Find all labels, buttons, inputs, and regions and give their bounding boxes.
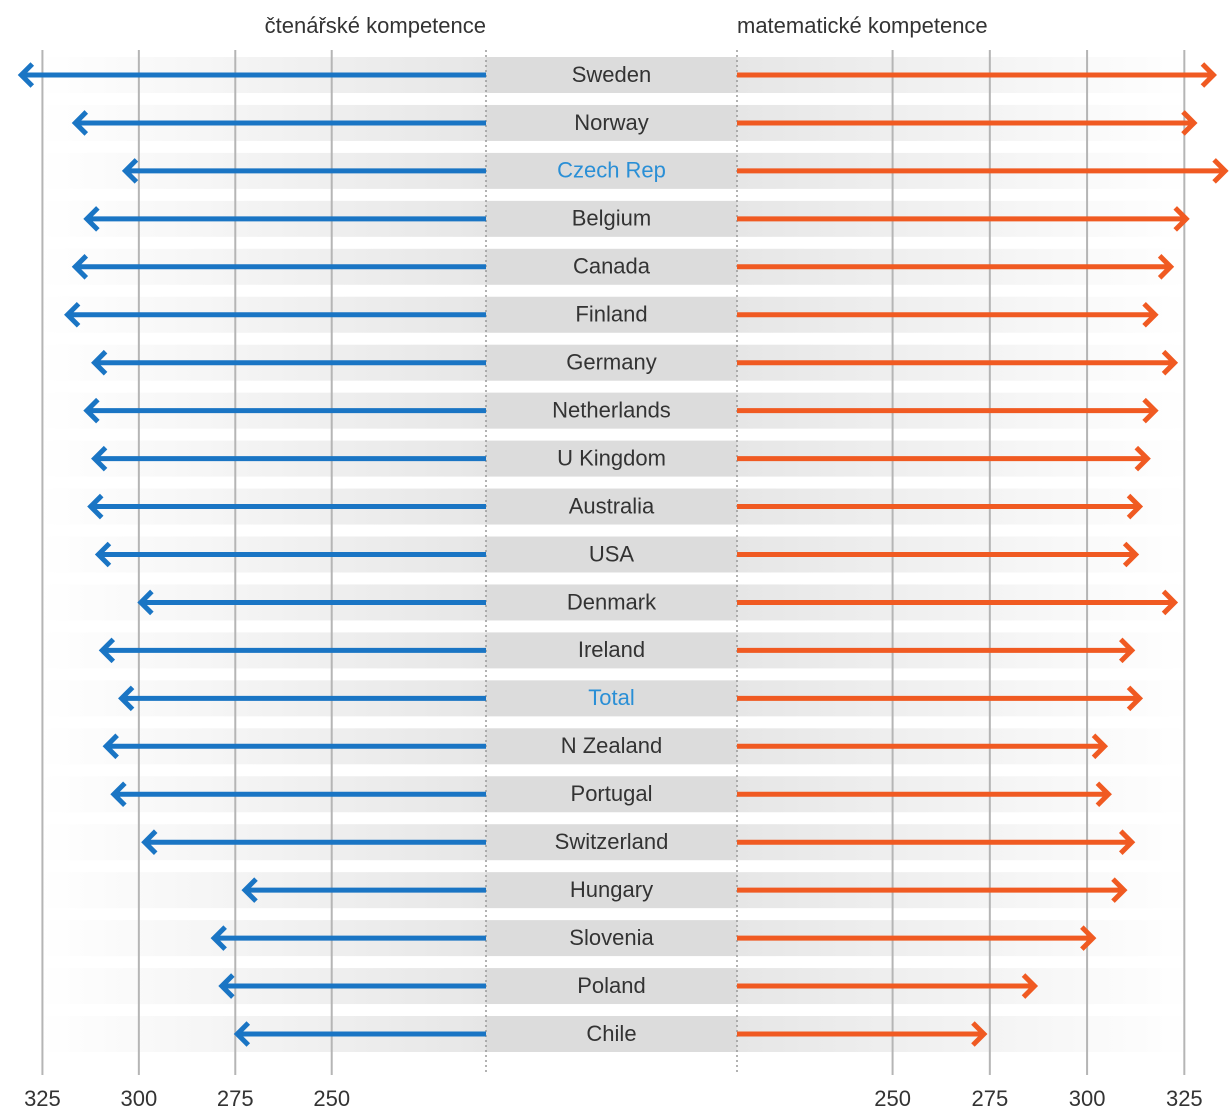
arrow [737, 781, 1112, 808]
marks: Sweden Norway Czech Rep Belgium Canada Finlan… [17, 13, 1229, 1111]
category-label: Germany [566, 350, 656, 375]
label-box [486, 392, 737, 429]
arrow [87, 493, 486, 520]
arrow [737, 1021, 988, 1047]
arrow [737, 829, 1136, 855]
label-box [486, 200, 737, 237]
label-box [486, 824, 737, 861]
arrow [737, 445, 1151, 472]
arrow [94, 541, 486, 568]
label-box [486, 584, 737, 621]
label-box [486, 344, 737, 381]
arrow [121, 158, 486, 184]
category-label: Australia [569, 493, 655, 518]
arrow [102, 733, 486, 760]
arrow [83, 206, 486, 232]
arrow [218, 973, 486, 999]
arrow [737, 397, 1159, 424]
category-label: USA [589, 541, 635, 566]
panel-title: matematické kompetence [737, 13, 988, 38]
category-label: N Zealand [561, 733, 663, 758]
arrow [737, 62, 1217, 88]
arrow [737, 877, 1128, 903]
arrow [98, 637, 486, 664]
category-label: Sweden [572, 62, 652, 87]
arrow [241, 877, 486, 903]
category-label: Norway [574, 110, 649, 135]
label-box [486, 728, 737, 765]
arrow [71, 254, 486, 280]
x-tick-label: 325 [24, 1086, 61, 1111]
category-label: Poland [577, 973, 646, 998]
label-box [486, 104, 737, 141]
category-label: Canada [573, 254, 651, 279]
category-label: Slovenia [569, 925, 654, 950]
arrow [737, 685, 1144, 712]
category-label: U Kingdom [557, 445, 666, 470]
category-label: Finland [575, 302, 647, 327]
label-box [486, 968, 737, 1005]
x-tick-label: 275 [971, 1086, 1008, 1111]
category-label: Czech Rep [557, 158, 666, 183]
arrow [737, 493, 1144, 520]
label-box [486, 920, 737, 957]
arrow [233, 1021, 486, 1047]
arrow [71, 110, 486, 136]
arrow [137, 589, 486, 616]
x-tick-label: 300 [1069, 1086, 1106, 1111]
label-box [486, 1016, 737, 1052]
arrow [737, 733, 1109, 760]
arrow [737, 925, 1097, 951]
x-tick-label: 275 [217, 1086, 254, 1111]
arrow [110, 781, 486, 808]
x-tick-label: 250 [313, 1086, 350, 1111]
x-tick-label: 325 [1166, 1086, 1203, 1111]
arrow [737, 254, 1175, 280]
arrow [737, 206, 1190, 232]
panel-title: čtenářské kompetence [265, 13, 486, 38]
label-box [486, 776, 737, 813]
label-box [486, 296, 737, 333]
category-label: Hungary [570, 877, 653, 902]
category-label: Switzerland [555, 829, 669, 854]
category-label: Chile [586, 1021, 636, 1046]
label-box [486, 632, 737, 669]
category-label: Netherlands [552, 397, 671, 422]
arrow [737, 637, 1136, 664]
arrow [91, 445, 486, 472]
arrow [64, 301, 486, 328]
category-label: Total [588, 685, 634, 710]
arrow [737, 541, 1140, 568]
label-box [486, 440, 737, 477]
label-box [486, 488, 737, 525]
label-box [486, 248, 737, 285]
category-label: Portugal [571, 781, 653, 806]
arrow [141, 829, 486, 855]
arrow [118, 685, 486, 712]
arrow [737, 110, 1198, 136]
label-box [486, 872, 737, 909]
arrow [210, 925, 486, 951]
arrow [83, 397, 486, 424]
label-box [486, 57, 737, 93]
arrow [737, 301, 1159, 328]
arrow [737, 973, 1039, 999]
category-label: Ireland [578, 637, 645, 662]
arrow [737, 589, 1179, 616]
label-box [486, 680, 737, 717]
category-label: Denmark [567, 589, 657, 614]
x-tick-label: 300 [120, 1086, 157, 1111]
label-box [486, 152, 737, 189]
category-label: Belgium [572, 206, 651, 231]
arrow [91, 349, 486, 376]
label-box [486, 536, 737, 573]
arrow [737, 349, 1179, 376]
x-tick-label: 250 [874, 1086, 911, 1111]
arrow [737, 158, 1229, 184]
arrow [17, 62, 486, 88]
